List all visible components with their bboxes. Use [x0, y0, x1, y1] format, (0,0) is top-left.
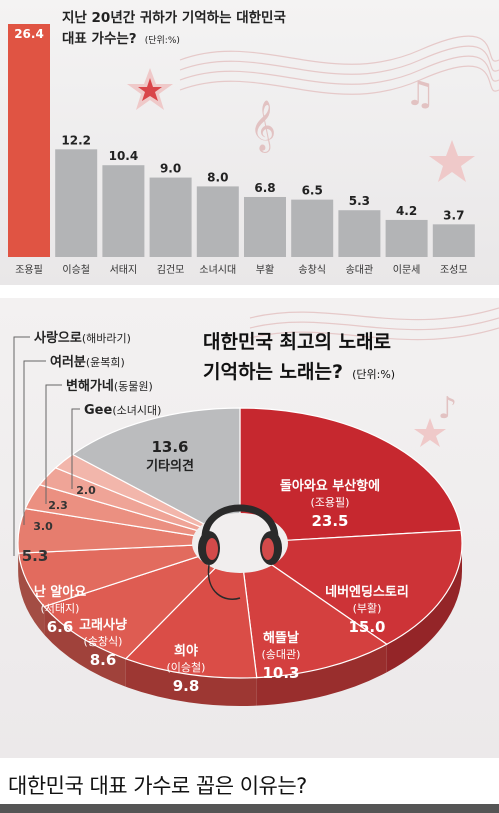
pie-slice-side: [18, 553, 45, 635]
star-icon: [429, 140, 475, 182]
bar: [244, 196, 286, 257]
legend-leader-line: [45, 384, 62, 504]
pie-slice-song-label: 난 알아요: [34, 584, 86, 600]
music-note-icon: ♫: [405, 74, 435, 114]
bar: [196, 186, 239, 257]
pie-slice-song-label: 네버엔딩스토리: [325, 584, 409, 600]
bar: [8, 24, 50, 257]
legend-item: 여러분(윤복희): [50, 354, 125, 370]
bar-value-label: 9.0: [160, 162, 181, 176]
pie-slice-side: [125, 658, 257, 706]
pie-slice-artist-label: (송창식): [84, 635, 123, 648]
bar-chart-panel: 𝄞 ♫ 지난 20년간 귀하가 기억하는 대한민국 대표 가수는? (단위:%)…: [0, 0, 499, 285]
pie-slice-value-label: 6.6: [47, 618, 74, 636]
music-decoration: 𝄞 ♫: [127, 35, 499, 182]
star-icon: [414, 418, 446, 447]
bar-value-label: 10.4: [109, 149, 139, 163]
pie-3d-edge: [18, 543, 462, 706]
pie-slice-value-label: 23.5: [311, 512, 348, 530]
bar-category-label: 소녀시대: [199, 264, 236, 276]
pie-slice-value-label: 3.0: [33, 520, 53, 533]
pie-chart-panel: ♪ 대한민국 최고의 노래로 기억하는 노래는? (단위:%) 돌아와요 부산항…: [0, 298, 499, 758]
bar: [432, 224, 475, 257]
bar-value-label: 12.2: [61, 133, 91, 147]
pie-slice-artist-label: (조용필): [311, 496, 350, 509]
bar: [102, 165, 145, 257]
pie-slice-side: [256, 644, 387, 706]
pie-slice-song-label: 고래사냥: [79, 617, 127, 633]
bar-series: 26.4 조용필 12.2 이승철 10.4 서태지 9.0 김건모 8.0 소녀시대 6.8 부활 6…: [8, 24, 475, 276]
bar-category-label: 부활: [256, 263, 274, 276]
bar-category-label: 이승철: [62, 264, 90, 276]
bar-category-label: 송창식: [298, 264, 326, 276]
music-decoration: ♪: [249, 307, 499, 447]
bar-category-label: 조용필: [15, 264, 43, 276]
pie-legend: 사랑으로(해바라기) 여러분(윤복희) 변해가네(동물원) Gee(소녀시대): [13, 330, 161, 556]
legend-item: 사랑으로(해바라기): [34, 330, 131, 346]
pie-slice: [71, 407, 241, 544]
pie-slice: [239, 541, 388, 679]
pie-slice-value-label: 8.6: [90, 651, 117, 669]
bar-value-label: 5.3: [349, 194, 370, 208]
pie-slice-song-label: 기타의견: [146, 458, 194, 474]
pie-slice: [124, 541, 258, 679]
pie-slice-song-label: 희야: [174, 643, 198, 659]
pie-slice-value-label: 13.6: [151, 438, 188, 456]
pie-slice-value-label: 9.8: [173, 677, 200, 695]
pie-slice-value-label: 10.3: [262, 664, 299, 682]
bar: [55, 149, 98, 257]
pie-slice-song-label: 해뜰날: [263, 630, 299, 646]
bar-category-label: 서태지: [110, 264, 138, 276]
legend-item: Gee(소녀시대): [84, 403, 161, 418]
bar-value-label: 26.4: [14, 27, 44, 41]
music-note-icon: ♪: [438, 391, 457, 426]
bar-category-label: 조성모: [440, 264, 468, 276]
legend-leader-line: [23, 360, 46, 525]
bar-value-label: 6.8: [254, 181, 275, 195]
bar-category-label: 이문세: [393, 264, 421, 276]
pie-chart-title-line2: 기억하는 노래는? (단위:%): [203, 361, 395, 383]
pie-slice-artist-label: (이승철): [167, 661, 206, 674]
bar-value-label: 6.5: [302, 184, 323, 198]
pie-slice: [43, 542, 241, 660]
pie-slice-value-label: 2.0: [76, 484, 96, 497]
pie-slice-value-label: 5.3: [22, 547, 49, 565]
pie-slice-side: [386, 543, 462, 673]
headphones-icon: [198, 504, 282, 600]
legend-item: 변해가네(동물원): [66, 378, 153, 394]
footer-divider: [0, 804, 499, 813]
bar-value-label: 4.2: [396, 204, 417, 218]
pie-slice-artist-label: (부활): [353, 601, 382, 615]
footer-title: 대한민국 대표 가수로 꼽은 이유는?: [8, 774, 307, 798]
bar-value-label: 8.0: [207, 170, 228, 184]
bar-value-label: 3.7: [443, 208, 464, 222]
pie-chart-title-line1: 대한민국 최고의 노래로: [203, 331, 391, 353]
pie-slice-song-label: 돌아와요 부산항에: [280, 478, 380, 494]
legend-leader-line: [13, 336, 30, 556]
bar-chart-title-line2: 대표 가수는? (단위:%): [62, 28, 180, 47]
pie-slice-artist-label: (송대관): [262, 648, 301, 661]
bar-chart-title-line1: 지난 20년간 귀하가 기억하는 대한민국: [62, 9, 286, 26]
pie-slice: [239, 407, 462, 544]
pie-slice-artist-label: (서태지): [41, 602, 80, 615]
pie-slice-value-label: 2.3: [48, 499, 68, 512]
pie-slice-value-label: 15.0: [348, 618, 385, 636]
bar: [385, 219, 428, 257]
treble-clef-icon: 𝄞: [250, 100, 276, 153]
pie-slice: [238, 529, 463, 645]
bar: [149, 177, 192, 257]
star-icon: [138, 78, 162, 101]
pie-chart: ♪ 대한민국 최고의 노래로 기억하는 노래는? (단위:%) 돌아와요 부산항…: [13, 307, 499, 706]
bar-chart: 𝄞 ♫ 지난 20년간 귀하가 기억하는 대한민국 대표 가수는? (단위:%)…: [8, 9, 499, 276]
pie-slices: [17, 407, 463, 679]
bar: [291, 199, 334, 257]
pie-slice-side: [44, 606, 126, 687]
legend-leader-line: [71, 408, 80, 489]
bar-category-label: 송대관: [346, 264, 374, 276]
pie-labels: 돌아와요 부산항에 (조용필) 23.5 네버엔딩스토리(부활) 15.0 해뜰날 (송대관…: [22, 438, 409, 695]
bar: [338, 210, 381, 257]
bar-category-label: 김건모: [157, 264, 185, 276]
